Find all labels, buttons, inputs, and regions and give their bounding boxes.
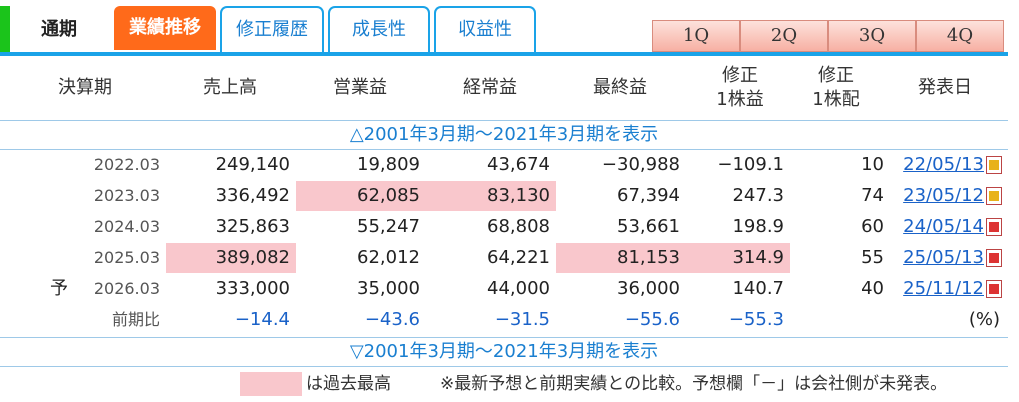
comparison-label: 前期比	[111, 310, 160, 329]
tab-growth[interactable]: 成長性	[328, 6, 430, 52]
cell-div: 55	[861, 247, 884, 268]
cell-operating: 35,000	[357, 278, 420, 299]
announcement-date-link[interactable]: 24/05/14	[903, 216, 984, 237]
cell-div: 40	[861, 278, 884, 299]
table-row: 予 2026.03 333,000 35,000 44,000 36,000 140.7 40…	[0, 274, 1008, 305]
show-older-periods-link[interactable]: △2001年3月期～2021年3月期を表示	[349, 124, 659, 145]
announcement-date-link[interactable]: 22/05/13	[903, 154, 984, 175]
divider	[0, 149, 1008, 150]
cell-eps: 198.9	[732, 216, 784, 237]
cell-date: 25/05/13	[890, 243, 986, 273]
cell-ordinary: 64,221	[487, 247, 550, 268]
header-ordinary: 経常益	[463, 77, 517, 98]
document-icon[interactable]	[986, 249, 1002, 267]
table-row: 2023.03 336,492 62,085 83,130 67,394 247.3 74 2…	[0, 181, 1008, 212]
cell-sales: 336,492	[215, 185, 290, 206]
cell-ordinary: 44,000	[487, 278, 550, 299]
cell-sales: 389,082	[166, 243, 296, 273]
cell-div: 60	[861, 216, 884, 237]
header-div-line1: 修正	[818, 65, 854, 86]
header-date: 発表日	[918, 77, 972, 98]
announcement-date-link[interactable]: 25/05/13	[903, 247, 984, 268]
cell-net: 67,394	[617, 185, 680, 206]
record-high-swatch	[240, 372, 302, 396]
document-icon[interactable]	[986, 156, 1002, 174]
announcement-date-link[interactable]: 23/05/12	[903, 185, 984, 206]
cell-eps: 314.9	[686, 243, 790, 273]
tab-underline	[0, 52, 1008, 56]
document-icon[interactable]	[986, 187, 1002, 205]
cell-date: 25/11/12	[890, 274, 986, 304]
cell-date: 23/05/12	[890, 181, 986, 211]
comparison-ordinary: −31.5	[494, 309, 550, 330]
header-sales: 売上高	[203, 77, 257, 98]
annual-marker	[0, 6, 10, 54]
header-div-line2: 1株配	[812, 89, 860, 110]
cell-ordinary: 83,130	[426, 181, 556, 211]
cell-ordinary: 68,808	[487, 216, 550, 237]
header-period: 決算期	[58, 77, 112, 98]
comparison-operating: −43.6	[364, 309, 420, 330]
cell-div: 74	[861, 185, 884, 206]
cell-sales: 325,863	[215, 216, 290, 237]
header-operating: 営業益	[333, 77, 387, 98]
document-icon[interactable]	[986, 218, 1002, 236]
cell-eps: 247.3	[732, 185, 784, 206]
quarter-2q-button[interactable]: 2Q	[740, 20, 828, 52]
header-eps-line2: 1株益	[716, 89, 764, 110]
tab-annual[interactable]: 通期	[41, 19, 77, 40]
row-period: 2023.03	[93, 186, 160, 205]
cell-operating: 62,012	[357, 247, 420, 268]
cell-ordinary: 43,674	[487, 154, 550, 175]
comparison-eps: −55.3	[728, 309, 784, 330]
cell-operating: 62,085	[296, 181, 426, 211]
footnote: ※最新予想と前期実績との比較。予想欄「－」は会社側が未発表。	[440, 374, 948, 394]
cell-div: 10	[861, 154, 884, 175]
forecast-marker: 予	[50, 278, 68, 299]
cell-net: −30,988	[601, 154, 680, 175]
cell-operating: 55,247	[357, 216, 420, 237]
cell-net: 36,000	[617, 278, 680, 299]
header-divider	[0, 120, 1008, 121]
row-period: 2025.03	[93, 248, 160, 267]
cell-eps: −109.1	[717, 154, 784, 175]
quarter-4q-button[interactable]: 4Q	[916, 20, 1004, 52]
show-older-periods-link-bottom[interactable]: ▽2001年3月期～2021年3月期を表示	[349, 341, 659, 362]
table-header: 決算期 売上高 営業益 経常益 最終益 修正 1株益 修正 1株配 発表日	[0, 58, 1008, 120]
document-icon[interactable]	[986, 280, 1002, 298]
tab-results[interactable]: 業績推移	[114, 6, 216, 50]
header-eps-line1: 修正	[722, 65, 758, 86]
cell-operating: 19,809	[357, 154, 420, 175]
cell-sales: 249,140	[215, 154, 290, 175]
row-period: 2022.03	[93, 155, 160, 174]
quarter-1q-button[interactable]: 1Q	[652, 20, 740, 52]
cell-net: 53,661	[617, 216, 680, 237]
divider	[0, 337, 1008, 338]
cell-date: 24/05/14	[890, 212, 986, 242]
cell-eps: 140.7	[732, 278, 784, 299]
announcement-date-link[interactable]: 25/11/12	[903, 278, 984, 299]
tab-revisions[interactable]: 修正履歴	[220, 6, 324, 52]
table-row: 2022.03 249,140 19,809 43,674 −30,988 −109.1 1…	[0, 150, 1008, 181]
comparison-unit: (%)	[968, 309, 1000, 330]
tab-bar: 通期 業績推移 修正履歴 成長性 収益性 1Q 2Q 3Q 4Q	[0, 0, 1019, 56]
divider	[0, 366, 1008, 367]
cell-date: 22/05/13	[890, 150, 986, 180]
table-row: 2025.03 389,082 62,012 64,221 81,153 314.9 55 2…	[0, 243, 1008, 274]
quarter-3q-button[interactable]: 3Q	[828, 20, 916, 52]
row-period: 2026.03	[93, 279, 160, 298]
cell-net: 81,153	[556, 243, 686, 273]
record-high-label: は過去最高	[306, 374, 391, 394]
row-period: 2024.03	[93, 217, 160, 236]
tab-profitability[interactable]: 収益性	[434, 6, 536, 52]
comparison-sales: −14.4	[234, 309, 290, 330]
comparison-row: 前期比 −14.4 −43.6 −31.5 −55.6 −55.3 (%)	[0, 305, 1008, 336]
comparison-net: −55.6	[624, 309, 680, 330]
cell-sales: 333,000	[215, 278, 290, 299]
table-row: 2024.03 325,863 55,247 68,808 53,661 198.9 60 2…	[0, 212, 1008, 243]
header-net: 最終益	[593, 77, 647, 98]
